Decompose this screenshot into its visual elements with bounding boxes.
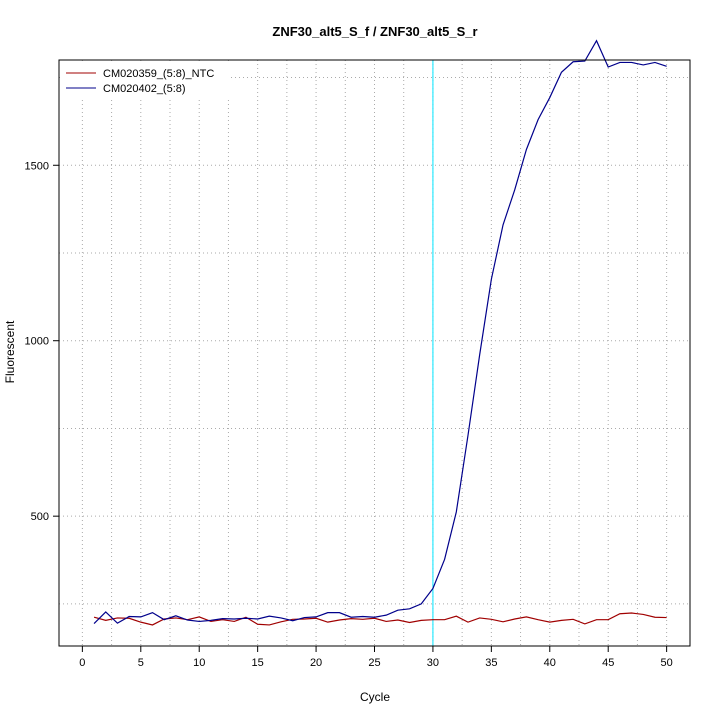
x-tick-label: 0 — [79, 657, 85, 669]
y-tick-label: 500 — [31, 511, 49, 523]
y-axis-label: Fluorescent — [3, 320, 17, 383]
y-tick-label: 1500 — [25, 160, 49, 172]
chart-title: ZNF30_alt5_S_f / ZNF30_alt5_S_r — [272, 24, 477, 39]
x-tick-label: 5 — [138, 657, 144, 669]
legend-label-ntc: CM020359_(5:8)_NTC — [103, 68, 214, 80]
legend-label-sample: CM020402_(5:8) — [103, 83, 186, 95]
grid — [59, 60, 690, 646]
y-tick-label: 1000 — [25, 336, 49, 348]
legend-box — [60, 62, 230, 98]
x-tick-label: 40 — [544, 657, 556, 669]
x-axis-label: Cycle — [360, 690, 390, 704]
x-tick-label: 45 — [602, 657, 614, 669]
plot-frame — [58, 59, 691, 647]
legend: CM020359_(5:8)_NTC CM020402_(5:8) — [60, 62, 230, 98]
x-tick-label: 25 — [368, 657, 380, 669]
x-tick-label: 15 — [252, 657, 264, 669]
x-axis: 0 5 10 15 20 25 30 35 40 45 50 — [79, 646, 673, 669]
y-axis: 500 1000 1500 — [25, 160, 59, 523]
x-tick-label: 10 — [193, 657, 205, 669]
x-tick-label: 20 — [310, 657, 322, 669]
x-tick-label: 30 — [427, 657, 439, 669]
series-line-0 — [93, 612, 667, 626]
series-lines — [93, 39, 667, 626]
x-tick-label: 35 — [485, 657, 497, 669]
series-line-1 — [93, 39, 667, 624]
x-tick-label: 50 — [661, 657, 673, 669]
